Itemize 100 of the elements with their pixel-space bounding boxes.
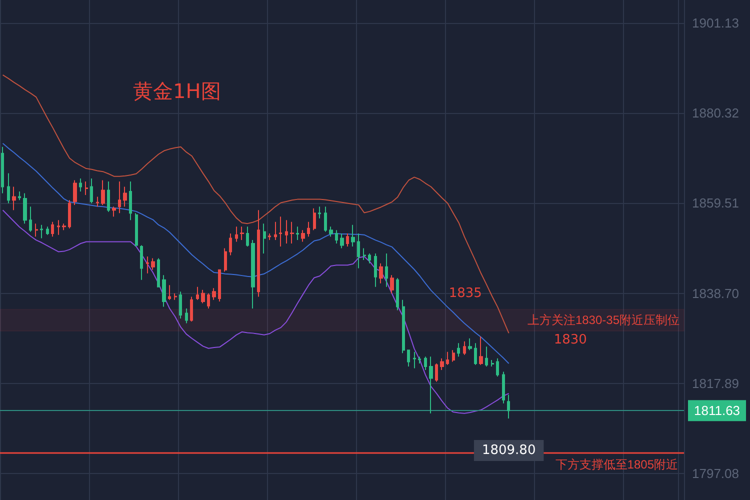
candlestick <box>307 221 310 238</box>
candlestick <box>390 274 394 294</box>
candlestick <box>85 181 88 196</box>
line-series <box>2 74 510 334</box>
candlestick <box>418 356 421 364</box>
band-label: 上方关注1830-35附近压制位 <box>527 313 680 328</box>
candlestick <box>407 350 410 368</box>
candlestick <box>90 178 93 204</box>
candlestick <box>107 181 110 212</box>
candlestick <box>146 256 149 274</box>
candlestick <box>168 284 171 300</box>
candlestick <box>446 351 449 366</box>
candlestick <box>491 360 494 368</box>
candlestick <box>235 226 238 242</box>
candlestick <box>35 223 38 238</box>
candlestick <box>129 181 132 221</box>
candlestick <box>301 230 305 242</box>
candlestick <box>351 224 355 248</box>
candlestick <box>296 226 299 241</box>
candlestick <box>263 223 266 254</box>
candlestick <box>368 252 371 264</box>
candlestick <box>374 252 377 288</box>
annotation: 1835 <box>448 286 482 301</box>
candlestick <box>179 291 182 319</box>
candlestick <box>29 206 32 232</box>
candlestick <box>185 308 188 324</box>
candlestick <box>429 356 433 414</box>
candlestick <box>151 258 155 270</box>
candlestick <box>12 186 16 211</box>
y-tick-label: 1901.13 <box>692 15 739 30</box>
candlestick <box>496 358 499 378</box>
text: 1830 <box>554 332 587 348</box>
candlestick <box>96 196 99 208</box>
candlestick <box>190 296 193 322</box>
candlestick <box>229 233 232 256</box>
candlestick <box>363 248 366 260</box>
candlestick <box>68 200 71 229</box>
y-tick-label: 1817.89 <box>692 376 739 391</box>
y-tick-label: 1859.51 <box>692 196 739 211</box>
candlestick <box>224 248 227 272</box>
candlestick <box>123 186 127 208</box>
candlestick <box>424 356 427 371</box>
candlestick <box>279 216 282 248</box>
candlestick <box>62 223 66 231</box>
candlestick <box>112 206 116 218</box>
candlestick <box>196 286 199 300</box>
candlestick <box>435 363 438 382</box>
candlestick <box>324 206 327 232</box>
candlestick <box>201 289 205 304</box>
candlestick <box>485 346 488 368</box>
candlestick <box>73 180 77 206</box>
candlestick <box>335 230 338 244</box>
candlestick <box>463 340 466 356</box>
candlestick <box>402 299 405 354</box>
candlestick <box>51 221 54 238</box>
candlestick <box>379 262 383 284</box>
annotation: 1809.80 <box>482 443 536 458</box>
candlestick <box>218 269 221 302</box>
candlestick <box>135 212 138 248</box>
candlestick <box>246 226 249 248</box>
candlestick <box>468 338 472 351</box>
candlestick <box>457 342 460 358</box>
line-series <box>2 142 510 364</box>
candlestick <box>46 226 49 236</box>
candlestick <box>313 208 316 231</box>
candlestick <box>240 226 244 241</box>
candlestick <box>440 358 444 371</box>
candlestick <box>162 274 166 308</box>
candlestick <box>357 233 360 269</box>
candlestick <box>7 172 10 204</box>
y-tick-label: 1880.32 <box>692 106 739 120</box>
candlestick <box>329 226 333 238</box>
candlestick <box>274 221 277 241</box>
candlestick <box>140 244 143 280</box>
candlestick <box>290 221 294 244</box>
candlestick <box>318 206 321 219</box>
candlestick <box>79 178 82 192</box>
candlestick <box>23 192 27 224</box>
ref-line-label: 下方支撑低至1805附近 <box>555 457 678 472</box>
candlestick <box>507 394 510 420</box>
candlestick <box>385 252 388 288</box>
candlestick <box>157 258 160 288</box>
candlestick <box>18 191 21 201</box>
candlestick <box>268 233 271 241</box>
candlestick <box>285 220 288 244</box>
candlestick <box>174 292 177 300</box>
ref-line-label: 1811.63 <box>694 403 740 418</box>
candlestick <box>1 146 4 194</box>
candlestick <box>396 278 399 311</box>
candlestick <box>413 351 416 369</box>
candlestick <box>101 180 105 206</box>
candlestick <box>251 240 255 309</box>
candlestick <box>207 292 210 309</box>
candlestick <box>502 371 505 404</box>
candlestick <box>40 224 43 239</box>
candlestick <box>346 233 349 248</box>
y-tick-label: 1838.70 <box>692 286 739 301</box>
candlestick <box>479 336 483 366</box>
text: 黄金1H图 <box>133 79 221 103</box>
candlestick <box>212 288 216 300</box>
